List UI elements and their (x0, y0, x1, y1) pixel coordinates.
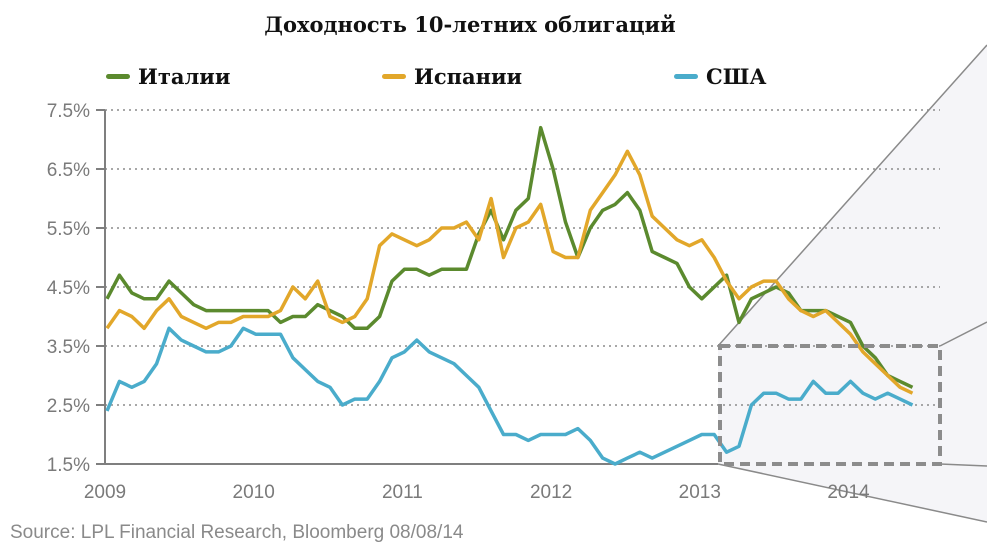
legend-label-usa: США (706, 64, 767, 89)
zoom-callout-line-top (717, 44, 987, 347)
gridlines (105, 109, 940, 406)
legend-item-italy: Италии (106, 64, 230, 89)
series-lines (105, 125, 914, 466)
x-tick-label: 2013 (679, 482, 721, 503)
y-tick-label: 2.5% (47, 396, 90, 417)
zoom-callout-wedge (718, 45, 987, 522)
x-tick-label: 2014 (827, 482, 870, 503)
zoom-callout-line-bottom (717, 463, 987, 523)
legend-item-usa: США (674, 64, 766, 89)
legend-swatch-usa-icon (674, 74, 698, 79)
legend-label-italy: Италии (138, 64, 231, 89)
y-tick-label: 5.5% (47, 219, 90, 240)
legend-swatch-spain-icon (382, 74, 406, 79)
chart-title: Доходность 10-летних облигаций (264, 12, 676, 37)
x-tick-label: 2012 (530, 482, 572, 503)
zoom-callout-line-right-top (939, 321, 987, 347)
y-tick-label: 1.5% (47, 455, 90, 476)
source-note: Source: LPL Financial Research, Bloomber… (10, 522, 464, 543)
x-tick-label: 2011 (382, 482, 423, 503)
legend-swatch-italy-icon (106, 74, 130, 79)
series-line (105, 326, 914, 466)
y-tick-label: 7.5% (47, 101, 90, 122)
zoom-callout-line-right-bottom (939, 463, 987, 467)
y-axis-ticks: 7.5% 6.5% 5.5% 4.5% 3.5% 2.5% 1.5% (47, 101, 105, 476)
x-axis-ticks: 2009 2010 2011 2012 2013 2014 (84, 482, 870, 503)
legend-item-spain: Испании (382, 64, 522, 89)
legend: Италии Испании США (0, 64, 987, 94)
x-tick-label: 2009 (84, 482, 126, 503)
series-line (105, 125, 914, 389)
y-tick-label: 3.5% (47, 337, 90, 358)
series-line (105, 149, 914, 395)
legend-label-spain: Испании (414, 64, 523, 89)
x-tick-label: 2010 (233, 482, 275, 503)
y-tick-label: 6.5% (47, 160, 90, 181)
y-tick-label: 4.5% (47, 278, 90, 299)
zoom-highlight-box (718, 344, 942, 466)
